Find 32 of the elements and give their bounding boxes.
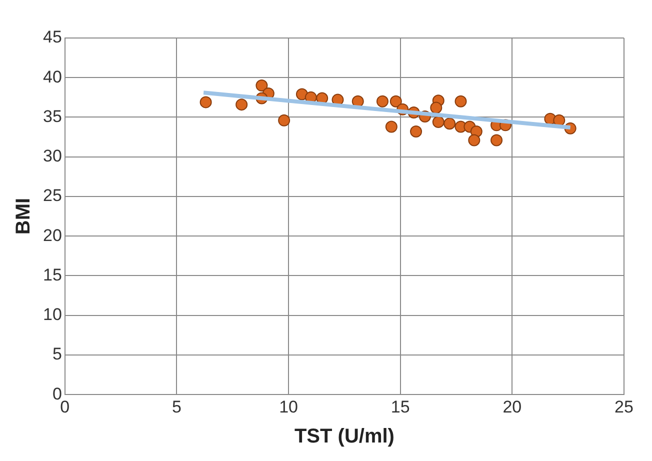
- point: [256, 80, 268, 92]
- point: [553, 114, 566, 126]
- y-axis-title: BMI: [12, 198, 35, 235]
- point: [410, 126, 422, 138]
- point: [468, 134, 480, 146]
- point: [278, 114, 290, 126]
- point: [385, 120, 398, 133]
- point: [454, 95, 467, 108]
- point: [432, 116, 444, 128]
- point: [376, 95, 388, 108]
- y-tick-label: 30: [42, 146, 62, 166]
- y-tick-label: 40: [42, 67, 62, 86]
- x-axis-title: TST (U/ml): [294, 426, 394, 448]
- y-tick-label: 45: [42, 28, 62, 47]
- x-tick-label: 10: [279, 397, 298, 416]
- y-tick-label: 5: [52, 344, 62, 364]
- y-tick-label: 25: [42, 186, 62, 206]
- y-tick-label: 20: [42, 226, 62, 245]
- point: [236, 98, 248, 111]
- y-tick-label: 15: [42, 265, 62, 284]
- x-tick-label: 25: [614, 397, 634, 416]
- y-tick-label: 10: [42, 305, 62, 324]
- y-tick-label: 0: [52, 384, 62, 404]
- x-tick-label: 15: [390, 397, 410, 416]
- point: [200, 96, 212, 108]
- point: [490, 134, 503, 146]
- point: [390, 95, 402, 108]
- point: [444, 118, 456, 130]
- y-tick-label: 35: [42, 106, 62, 126]
- x-tick-label: 5: [172, 397, 182, 416]
- point: [430, 102, 442, 114]
- x-tick-label: 20: [502, 397, 522, 416]
